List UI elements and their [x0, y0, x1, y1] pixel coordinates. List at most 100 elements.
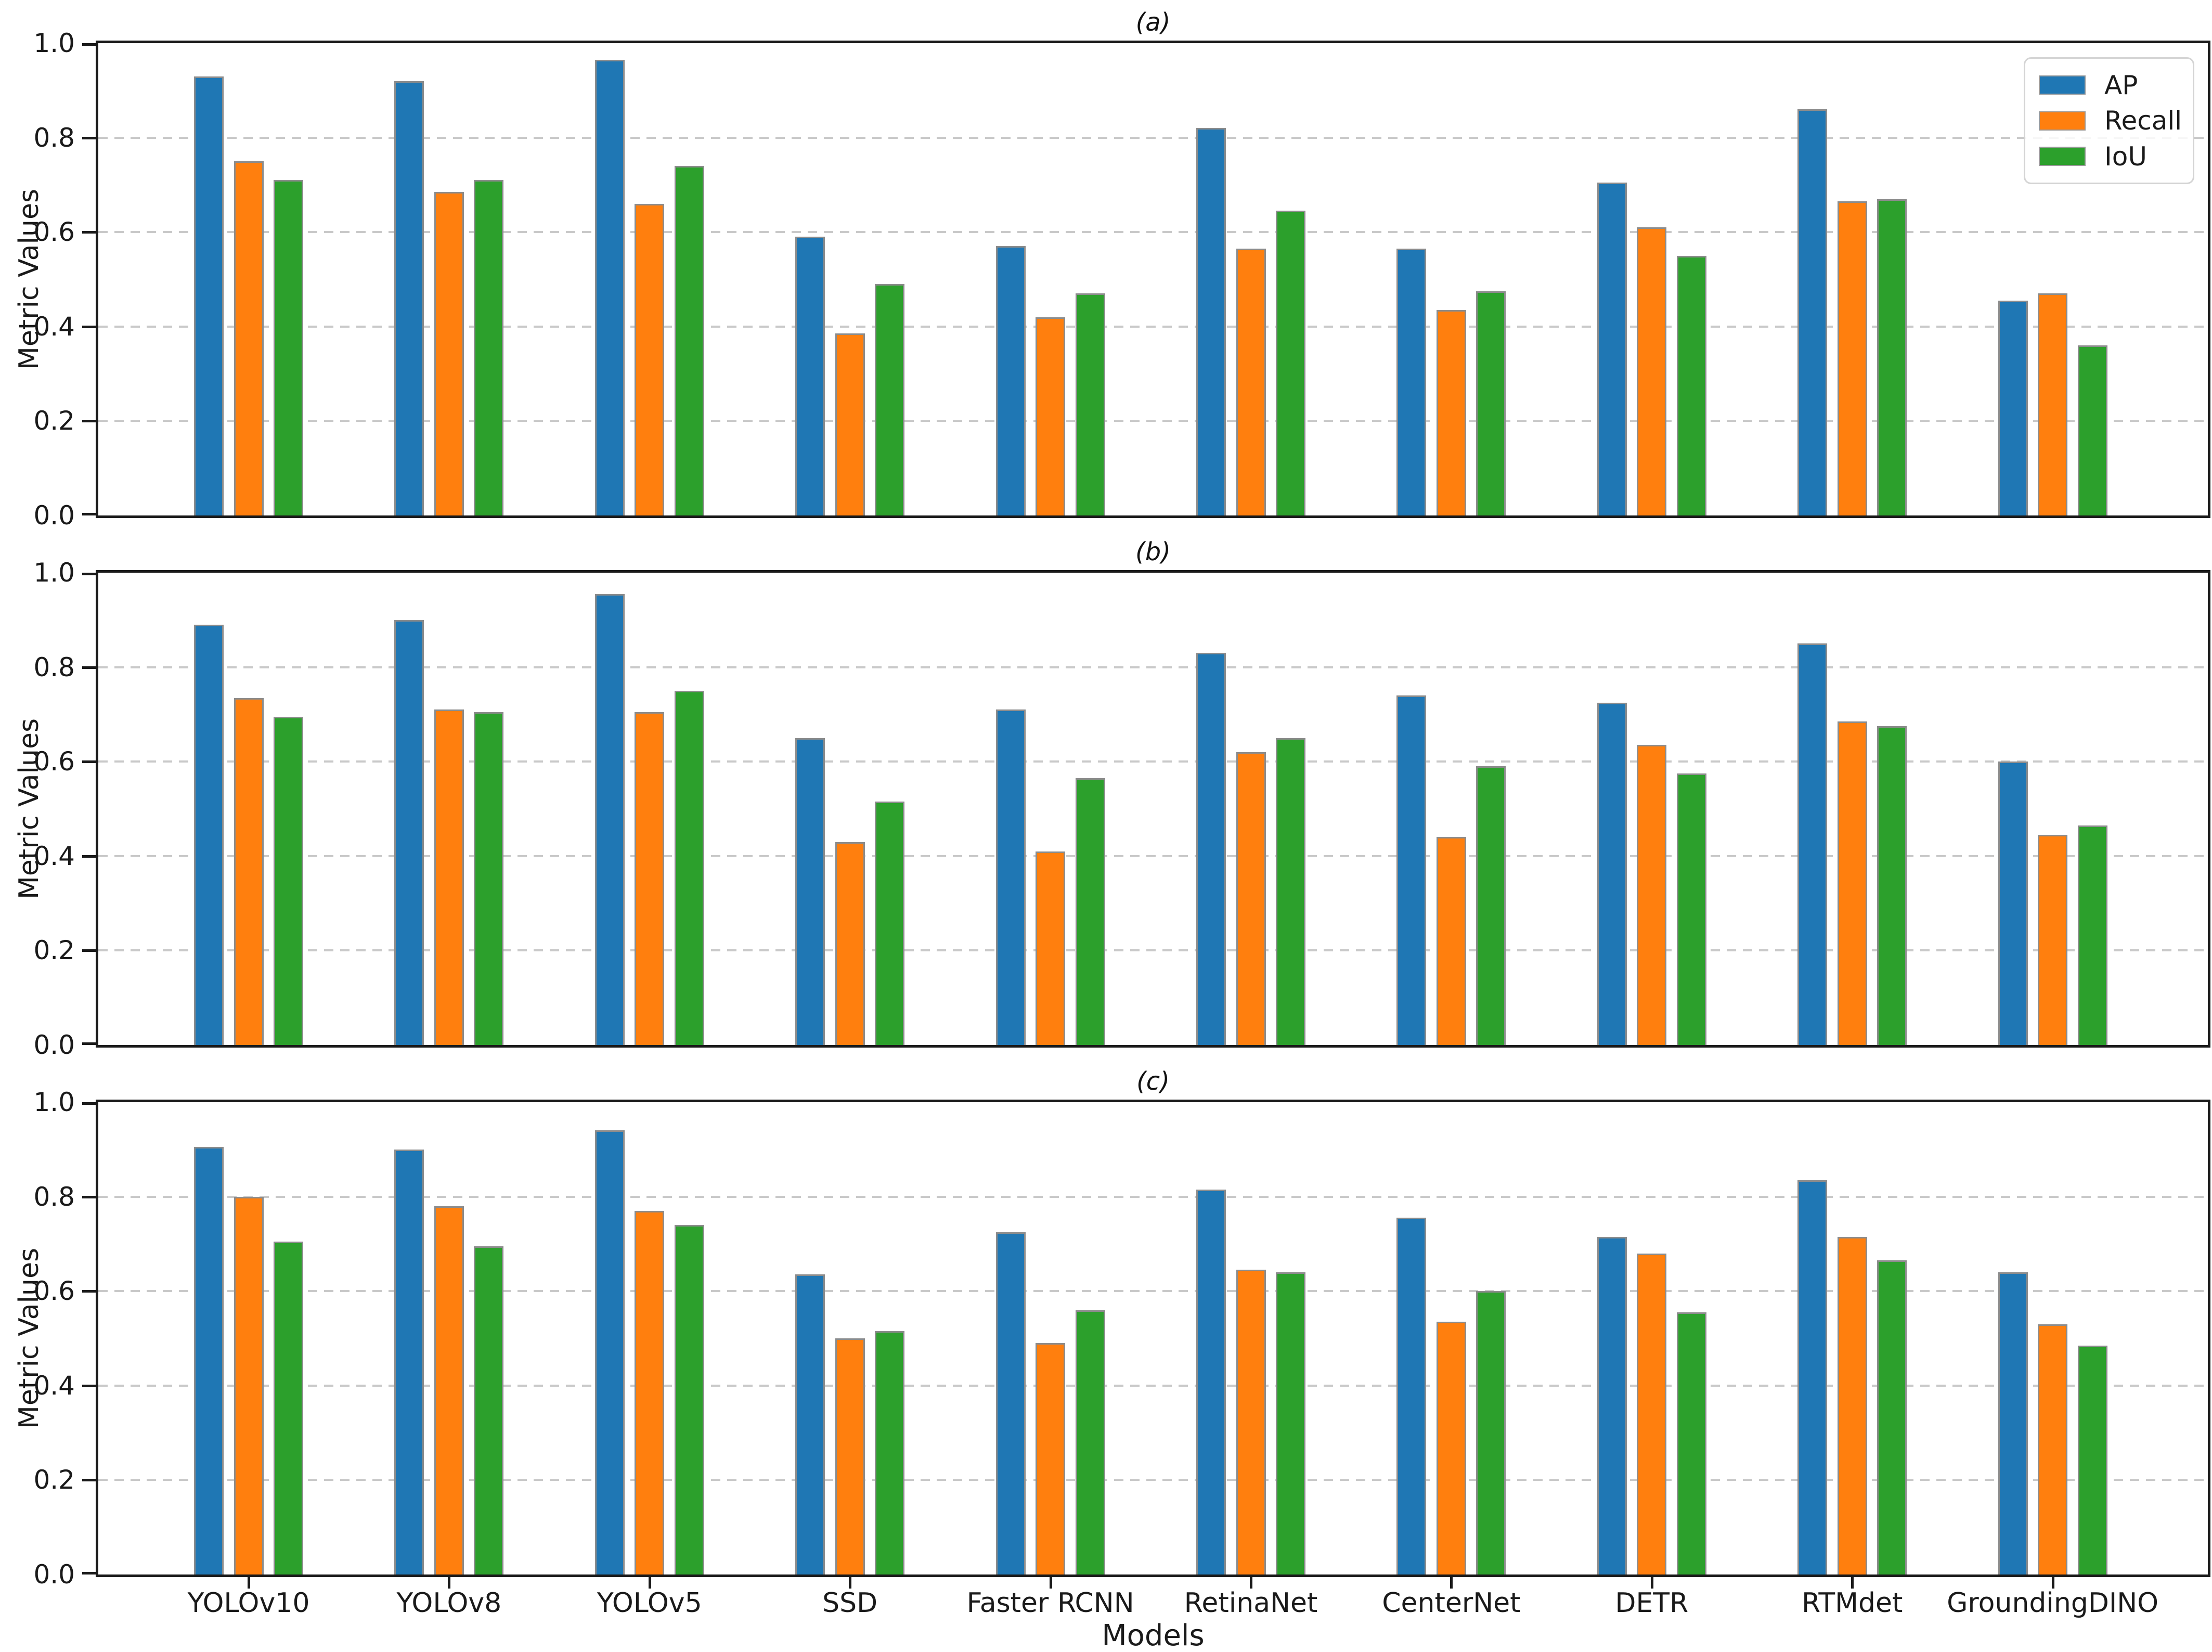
legend-item-ap: AP — [2039, 72, 2179, 99]
bar-iou-SSD — [875, 802, 905, 1045]
x-tick-mark — [1450, 1577, 1453, 1589]
legend-item-recall: Recall — [2039, 106, 2182, 136]
bar-ap-SSD — [795, 738, 825, 1045]
bar-iou-DETR — [1676, 773, 1706, 1045]
bar-iou-YOLOv10 — [274, 716, 303, 1045]
bar-iou-YOLOv8 — [474, 1246, 504, 1574]
y-tick-mark — [82, 1572, 96, 1574]
bar-recall-YOLOv8 — [434, 1206, 464, 1574]
y-tick-label: 0.6 — [33, 1276, 75, 1307]
bar-ap-SSD — [795, 1274, 825, 1574]
x-tick-mark — [648, 1577, 651, 1589]
x-tick-mark — [2051, 1577, 2054, 1589]
y-tick-mark — [82, 231, 96, 234]
x-axis-title: Models — [1102, 1619, 1205, 1652]
bar-ap-DETR — [1597, 1236, 1627, 1574]
bar-iou-GroundingDINO — [2077, 825, 2107, 1045]
bar-ap-RetinaNet — [1196, 128, 1226, 515]
y-tick-label: 0.2 — [33, 935, 75, 966]
bar-iou-YOLOv5 — [674, 691, 704, 1045]
x-tick-label-YOLOv5: YOLOv5 — [597, 1588, 702, 1619]
gridline-0.8 — [98, 1195, 2208, 1198]
bar-recall-YOLOv5 — [635, 1210, 665, 1574]
bar-iou-CenterNet — [1476, 291, 1506, 515]
x-tick-label-Faster RCNN: Faster RCNN — [966, 1588, 1134, 1619]
y-tick-mark — [82, 760, 96, 764]
y-tick-label: 1.0 — [33, 558, 75, 588]
bar-recall-Faster RCNN — [1036, 1343, 1066, 1574]
y-axis-title-text: Metric Values — [14, 1247, 45, 1429]
y-axis-title-text: Metric Values — [14, 188, 45, 370]
bar-iou-CenterNet — [1476, 1291, 1506, 1574]
x-tick-mark — [1851, 1577, 1854, 1589]
bar-recall-YOLOv10 — [234, 161, 264, 515]
y-tick-label: 0.4 — [33, 1370, 75, 1401]
plot-panel-c: 1.0 0.8 0.6 0.4 0.2 0.0 — [33, 1089, 2210, 1589]
bar-ap-SSD — [795, 237, 825, 515]
x-tick-mark — [248, 1577, 250, 1589]
bar-ap-CenterNet — [1396, 695, 1427, 1045]
y-tick-mark — [82, 666, 96, 669]
bar-iou-GroundingDINO — [2077, 1345, 2107, 1574]
y-tick-label: 1.0 — [33, 28, 75, 58]
y-tick-label: 1.0 — [33, 1087, 75, 1117]
bar-recall-YOLOv8 — [434, 709, 464, 1045]
bar-iou-YOLOv10 — [274, 180, 303, 515]
bar-recall-RetinaNet — [1236, 1270, 1266, 1574]
gridline-0.2 — [98, 949, 2208, 952]
bar-iou-YOLOv10 — [274, 1241, 303, 1574]
bar-iou-CenterNet — [1476, 766, 1506, 1045]
y-tick-mark — [82, 1290, 96, 1293]
bar-iou-Faster RCNN — [1075, 778, 1105, 1045]
bar-recall-YOLOv10 — [234, 1196, 264, 1574]
legend: AP Recall IoU — [2024, 57, 2194, 184]
gridline-0.6 — [98, 760, 2208, 763]
bar-recall-DETR — [1637, 745, 1667, 1045]
bar-ap-YOLOv5 — [594, 1130, 625, 1574]
y-tick-mark — [82, 1042, 96, 1045]
y-axis-title: Metric Values — [0, 1102, 58, 1574]
plot-panel-a: 1.0 0.8 0.6 0.4 0.2 0.0 AP Recall IoU — [33, 30, 2210, 528]
bar-iou-SSD — [875, 1331, 905, 1574]
bar-iou-RTMdet — [1877, 1260, 1907, 1574]
legend-label-recall: Recall — [2104, 106, 2182, 136]
x-tick-mark — [1250, 1577, 1252, 1589]
legend-swatch-recall — [2039, 111, 2086, 131]
bar-ap-YOLOv8 — [394, 81, 424, 515]
plot-panel-b: 1.0 0.8 0.6 0.4 0.2 0.0 — [33, 560, 2210, 1058]
bar-recall-YOLOv5 — [635, 712, 665, 1045]
bar-ap-Faster RCNN — [995, 246, 1026, 515]
y-tick-label: 0.2 — [33, 406, 75, 436]
gridline-0.2 — [98, 420, 2208, 422]
x-tick-mark — [448, 1577, 451, 1589]
bar-iou-RetinaNet — [1276, 1272, 1305, 1574]
y-tick-label: 0.2 — [33, 1465, 75, 1495]
bar-ap-CenterNet — [1396, 248, 1427, 515]
bar-recall-CenterNet — [1436, 837, 1466, 1045]
y-tick-label: 0.0 — [33, 1030, 75, 1060]
legend-label-ap: AP — [2104, 70, 2138, 100]
y-tick-label: 0.8 — [33, 652, 75, 682]
legend-label-iou: IoU — [2104, 141, 2147, 172]
x-tick-label-YOLOv10: YOLOv10 — [187, 1588, 310, 1619]
x-tick-label-YOLOv8: YOLOv8 — [396, 1588, 502, 1619]
bar-iou-Faster RCNN — [1075, 1310, 1105, 1574]
y-tick-label: 0.4 — [33, 841, 75, 871]
x-tick-label-DETR: DETR — [1615, 1588, 1689, 1619]
y-tick-mark — [82, 1102, 96, 1105]
y-axis-title: Metric Values — [0, 573, 58, 1045]
legend-swatch-ap — [2039, 75, 2086, 95]
bar-ap-YOLOv10 — [194, 1147, 224, 1574]
gridline-0.4 — [98, 1384, 2208, 1387]
bar-recall-CenterNet — [1436, 1322, 1466, 1574]
y-tick-mark — [82, 136, 96, 139]
y-tick-mark — [82, 949, 96, 952]
y-tick-mark — [82, 573, 96, 575]
bar-recall-DETR — [1637, 227, 1667, 515]
y-tick-mark — [82, 325, 96, 328]
bar-recall-SSD — [835, 1338, 865, 1574]
bar-ap-YOLOv10 — [194, 624, 224, 1045]
bar-recall-RetinaNet — [1236, 248, 1266, 515]
bar-recall-SSD — [835, 842, 865, 1045]
bar-ap-CenterNet — [1396, 1218, 1427, 1574]
